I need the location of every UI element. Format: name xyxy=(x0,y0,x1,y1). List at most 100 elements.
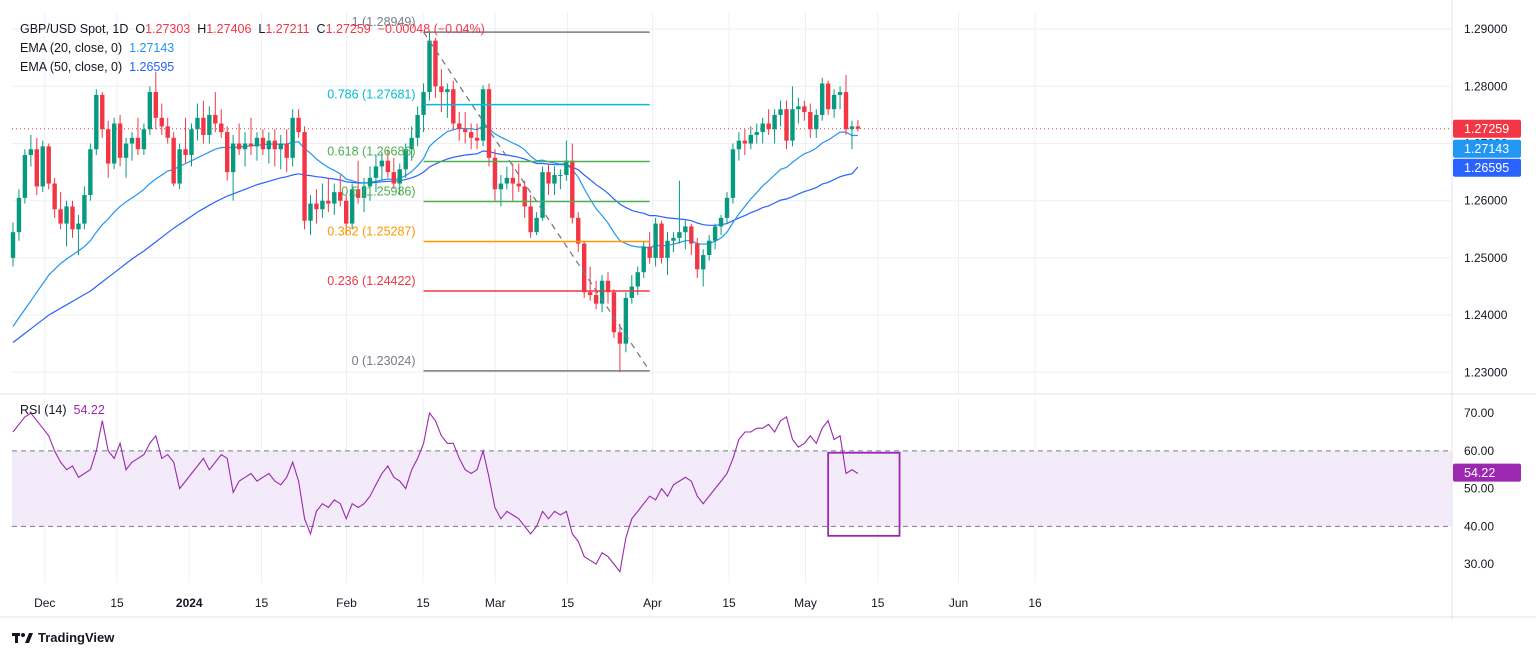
ema50-value: 1.26595 xyxy=(129,60,175,74)
candle-body xyxy=(165,126,170,138)
price-axis-label: 1.25000 xyxy=(1464,251,1508,265)
candle-body xyxy=(409,137,414,150)
time-axis-label: Apr xyxy=(643,596,662,610)
candle-body xyxy=(736,140,742,150)
candle-body xyxy=(349,189,355,224)
candle-body xyxy=(611,292,617,333)
candle-body xyxy=(754,132,759,135)
candle-body xyxy=(34,149,39,187)
time-axis-label: 15 xyxy=(561,596,575,610)
candle-body xyxy=(213,114,218,124)
close-value: 1.27259 xyxy=(325,22,371,36)
candle-body xyxy=(445,89,450,93)
high-value: 1.27406 xyxy=(206,22,252,36)
time-axis-label: Jun xyxy=(949,596,968,610)
candle-body xyxy=(344,200,349,224)
candle-body xyxy=(94,94,99,150)
candle-body xyxy=(570,160,575,218)
tradingview-name: TradingView xyxy=(38,630,115,645)
price-axis-label: 1.26000 xyxy=(1464,194,1508,208)
candle-body xyxy=(849,126,855,130)
ema20-value: 1.27143 xyxy=(129,41,175,55)
candle-body xyxy=(129,137,135,144)
candle-body xyxy=(766,123,771,130)
candle-body xyxy=(647,246,652,258)
fib-level-label: 0.618 (1.26686) xyxy=(327,144,415,158)
candle-body xyxy=(653,223,658,258)
candle-body xyxy=(802,106,807,113)
candle-body xyxy=(147,92,153,130)
candle-body xyxy=(641,246,646,273)
candle-body xyxy=(189,129,194,155)
candle-body xyxy=(718,217,724,227)
candle-body xyxy=(528,206,533,233)
time-axis-label: Feb xyxy=(336,596,357,610)
candle-body xyxy=(219,123,224,133)
candle-body xyxy=(421,92,426,115)
fib-level-label: 0.5 (1.25986) xyxy=(341,185,415,199)
candle-body xyxy=(177,149,182,184)
candle-body xyxy=(236,143,242,150)
tradingview-logo[interactable]: TradingView xyxy=(12,630,114,645)
candle-body xyxy=(296,117,301,133)
candle-body xyxy=(558,174,563,176)
candle-body xyxy=(225,132,230,173)
candle-body xyxy=(855,126,861,129)
rsi-axis-label: 40.00 xyxy=(1464,519,1494,533)
candle-body xyxy=(730,149,736,198)
rsi-value: 54.22 xyxy=(73,403,105,417)
candle-body xyxy=(266,140,272,150)
candle-body xyxy=(772,114,777,130)
candle-body xyxy=(677,232,682,238)
candle-body xyxy=(46,146,51,184)
rsi-axis-label: 70.00 xyxy=(1464,406,1494,420)
rsi-axis-label: 30.00 xyxy=(1464,557,1494,571)
time-axis-label: 15 xyxy=(255,596,269,610)
candle-body xyxy=(843,92,849,130)
candle-body xyxy=(254,137,260,147)
candle-body xyxy=(76,223,81,230)
candle-body xyxy=(552,174,557,184)
ema20-legend[interactable]: EMA (20, close, 0) 1.27143 xyxy=(20,41,174,55)
candle-body xyxy=(683,226,688,233)
candle-body xyxy=(522,186,527,207)
fib-level-label: 0.786 (1.27681) xyxy=(327,88,415,102)
candle-body xyxy=(433,40,438,87)
candle-body xyxy=(82,194,87,224)
candle-body xyxy=(516,183,521,187)
candle-body xyxy=(332,192,337,204)
candle-body xyxy=(373,166,379,178)
rsi-legend[interactable]: RSI (14) 54.22 xyxy=(20,403,105,417)
candle-body xyxy=(564,160,569,175)
candle-body xyxy=(706,240,712,256)
candle-body xyxy=(748,134,753,144)
candle-body xyxy=(207,114,212,135)
candle-body xyxy=(623,297,629,344)
time-axis-label: 15 xyxy=(871,596,885,610)
candle-body xyxy=(831,94,837,110)
candle-body xyxy=(379,160,385,167)
candle-body xyxy=(457,123,462,130)
candle-body xyxy=(427,40,432,93)
candle-body xyxy=(10,232,16,258)
high-label: H xyxy=(197,22,207,36)
candle-body xyxy=(808,112,813,130)
candle-body xyxy=(314,203,319,210)
symbol-title[interactable]: GBP/USD Spot, 1D xyxy=(20,22,129,36)
candle-body xyxy=(814,114,819,130)
candle-body xyxy=(837,92,843,95)
candle-body xyxy=(671,237,676,241)
ohlc-legend: GBP/USD Spot, 1D O1.27303 H1.27406 L1.27… xyxy=(20,22,485,36)
price-badge-label: 1.27259 xyxy=(1464,122,1509,136)
candle-body xyxy=(635,272,640,287)
close-label: C xyxy=(316,22,326,36)
candle-body xyxy=(724,197,730,218)
rsi-label: RSI (14) xyxy=(20,403,67,417)
candle-body xyxy=(201,117,206,135)
ema50-legend[interactable]: EMA (50, close, 0) 1.26595 xyxy=(20,60,174,74)
candle-body xyxy=(742,140,748,144)
candle-body xyxy=(701,255,706,270)
rsi-badge-label: 54.22 xyxy=(1464,466,1495,480)
candle-body xyxy=(290,117,295,158)
time-axis-label: 15 xyxy=(110,596,124,610)
